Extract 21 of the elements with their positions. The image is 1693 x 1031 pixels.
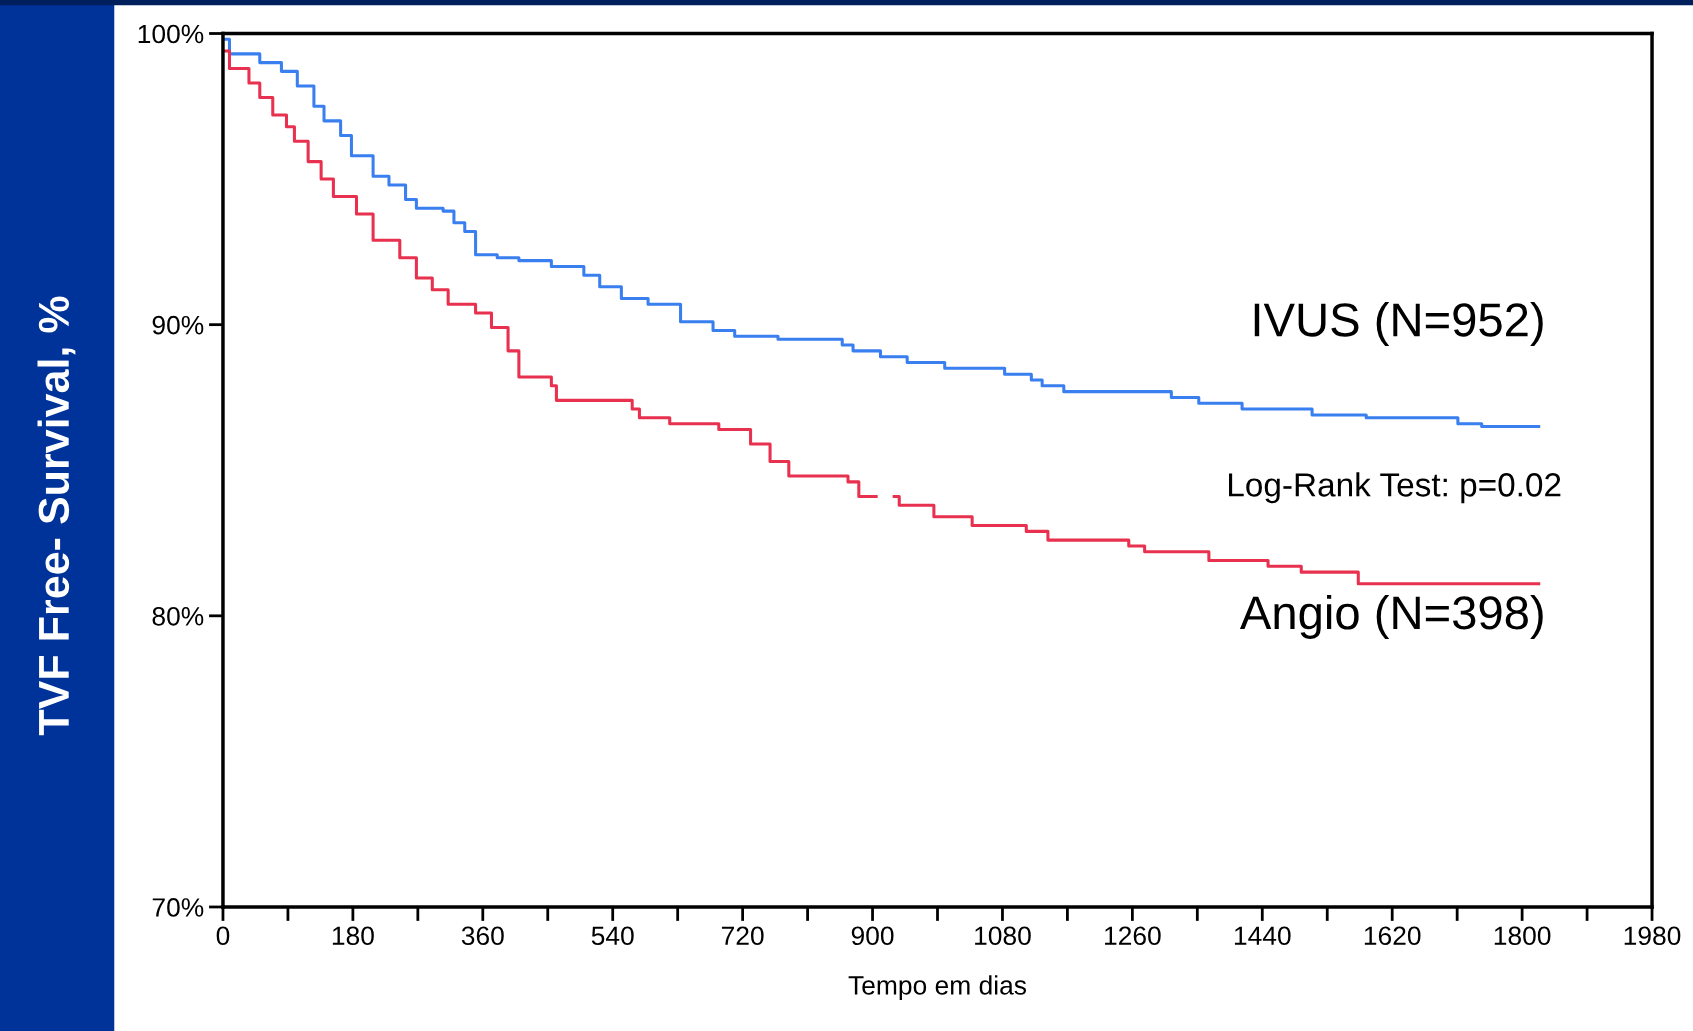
y-tick-label: 70%: [152, 898, 204, 917]
x-tick-label: 1980: [1624, 926, 1681, 946]
series-label: IVUS (N=952): [1254, 301, 1543, 346]
series-label: Angio (N=398): [1239, 594, 1543, 639]
x-tick-label: 0: [216, 926, 230, 946]
x-tick-label: 540: [591, 926, 634, 946]
x-tick-label: 900: [851, 926, 894, 946]
x-tick-label: 360: [461, 926, 504, 946]
x-tick-label: 180: [332, 926, 374, 946]
x-tick-label: 1800: [1494, 926, 1551, 946]
x-tick-label: 1260: [1105, 926, 1161, 946]
y-tick-label: 90%: [152, 315, 204, 335]
annotation: Log-Rank Test: p=0.02: [1229, 472, 1561, 504]
y-axis-title: TVF Free- Survival, %: [37, 296, 76, 736]
y-tick-label: 100%: [138, 24, 204, 44]
x-tick-label: 1080: [975, 926, 1031, 946]
x-tick-label: 1620: [1364, 926, 1421, 946]
x-tick-label: 1440: [1234, 926, 1291, 946]
x-tick-label: 720: [721, 926, 764, 946]
y-tick-label: 80%: [152, 606, 204, 626]
x-axis-title: Tempo em dias: [848, 975, 1027, 1000]
